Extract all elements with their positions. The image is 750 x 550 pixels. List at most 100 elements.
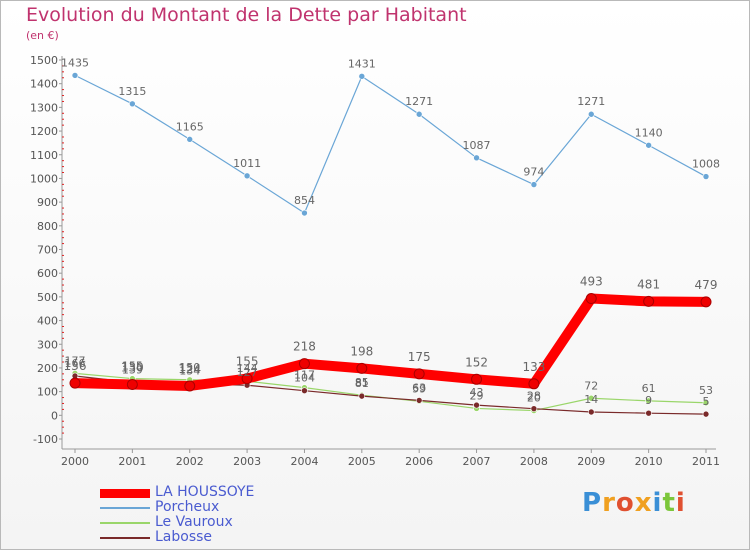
data-point-la-houssoye: [184, 380, 196, 392]
data-label-le-vauroux: 155: [122, 360, 143, 373]
data-label-le-vauroux: 61: [642, 382, 656, 395]
data-point-la-houssoye: [241, 373, 253, 385]
legend-swatch: [100, 488, 150, 498]
data-point-labosse: [702, 410, 710, 418]
chart-title: Evolution du Montant de la Dette par Hab…: [26, 4, 467, 26]
series-line-le-vauroux: [74, 372, 707, 412]
data-point-la-houssoye: [413, 368, 425, 380]
data-label-la-houssoye: 130: [121, 361, 144, 375]
data-point-le-vauroux: [702, 399, 710, 407]
y-tick-label: 800: [37, 220, 58, 233]
data-label-la-houssoye: 218: [293, 340, 316, 354]
data-point-la-houssoye: [585, 293, 597, 305]
data-point-labosse: [587, 408, 595, 416]
y-tick-label: 1000: [30, 172, 58, 185]
data-label-labosse: 127: [237, 366, 258, 379]
x-tick-label: 2003: [233, 455, 261, 468]
data-label-labosse: 139: [122, 363, 143, 376]
data-label-porcheux: 1315: [118, 85, 146, 98]
data-point-labosse: [415, 397, 423, 404]
x-tick-label: 2011: [692, 455, 720, 468]
data-label-la-houssoye: 136: [64, 359, 87, 373]
y-tick-label: 0: [51, 409, 58, 422]
data-label-la-houssoye: 481: [637, 277, 660, 291]
x-tick-label: 2008: [520, 455, 548, 468]
data-point-porcheux: [530, 181, 538, 188]
data-point-la-houssoye: [356, 362, 368, 374]
y-tick-label: 1500: [30, 54, 58, 67]
data-point-la-houssoye: [700, 296, 712, 308]
x-tick-label: 2007: [463, 455, 491, 468]
data-point-porcheux: [243, 172, 251, 180]
data-label-porcheux: 1431: [348, 57, 376, 70]
data-point-le-vauroux: [645, 397, 652, 405]
data-label-la-houssoye: 479: [695, 278, 718, 292]
data-label-le-vauroux: 144: [237, 362, 258, 375]
proxiti-logo: Proxiti: [582, 488, 686, 518]
data-label-labosse: 5: [703, 395, 710, 408]
data-label-le-vauroux: 117: [294, 369, 315, 382]
series-line-la-houssoye: [70, 293, 711, 391]
data-label-la-houssoye: 133: [522, 360, 545, 374]
data-point-le-vauroux: [587, 394, 595, 402]
data-label-la-houssoye: 124: [178, 362, 201, 376]
x-tick-label: 2000: [61, 455, 89, 468]
y-tick-label: 600: [37, 267, 58, 280]
data-label-labosse: 63: [412, 381, 426, 394]
data-label-le-vauroux: 177: [65, 354, 86, 367]
data-label-le-vauroux: 20: [527, 392, 541, 405]
data-label-labosse: 14: [584, 393, 598, 406]
data-point-porcheux: [702, 173, 710, 180]
data-point-porcheux: [301, 209, 308, 217]
x-tick-label: 2005: [348, 455, 376, 468]
data-label-porcheux: 1011: [233, 157, 261, 170]
data-point-labosse: [473, 401, 480, 409]
x-tick-label: 2001: [118, 455, 146, 468]
legend-swatch: [100, 537, 150, 539]
data-point-porcheux: [587, 110, 595, 118]
legend-swatch: [100, 507, 150, 509]
data-label-la-houssoye: 155: [236, 355, 259, 369]
legend-label: LA HOUSSOYE: [155, 484, 255, 500]
data-label-labosse: 9: [645, 394, 652, 407]
data-label-porcheux: 1435: [61, 56, 89, 69]
data-label-porcheux: 1140: [635, 126, 663, 139]
data-label-labosse: 166: [65, 357, 86, 370]
x-tick-label: 2002: [176, 455, 204, 468]
data-label-le-vauroux: 29: [470, 389, 484, 402]
data-label-la-houssoye: 152: [465, 355, 488, 369]
data-label-porcheux: 1087: [463, 139, 491, 152]
y-tick-label: 1300: [30, 101, 58, 114]
data-label-le-vauroux: 72: [584, 379, 598, 392]
y-tick-label: 700: [37, 244, 58, 257]
x-tick-label: 2006: [405, 455, 433, 468]
y-tick-label: 1200: [30, 125, 58, 138]
chart-unit: (en €): [26, 29, 59, 42]
series-line-porcheux: [74, 74, 707, 214]
data-label-porcheux: 1165: [176, 120, 204, 133]
data-label-porcheux: 854: [294, 194, 315, 207]
x-tick-label: 2010: [635, 455, 663, 468]
y-tick-label: 1400: [30, 78, 58, 91]
data-label-labosse: 104: [294, 372, 315, 385]
data-label-la-houssoye: 175: [408, 350, 431, 364]
data-label-labosse: 43: [470, 386, 484, 399]
data-label-labosse: 134: [179, 365, 200, 378]
data-point-porcheux: [415, 110, 423, 118]
data-point-porcheux: [129, 100, 136, 108]
data-label-le-vauroux: 150: [179, 361, 200, 374]
data-point-la-houssoye: [471, 373, 483, 385]
data-point-la-houssoye: [298, 358, 310, 370]
data-label-porcheux: 1008: [692, 158, 720, 171]
data-point-labosse: [301, 387, 308, 394]
data-point-labosse: [530, 405, 538, 412]
y-tick-label: 200: [37, 362, 58, 375]
y-tick-label: 100: [37, 386, 58, 399]
y-tick-label: -100: [33, 433, 58, 446]
y-tick-label: 900: [37, 196, 58, 209]
data-label-la-houssoye: 198: [350, 344, 373, 358]
x-tick-label: 2004: [290, 455, 318, 468]
data-label-labosse: 28: [527, 390, 541, 403]
